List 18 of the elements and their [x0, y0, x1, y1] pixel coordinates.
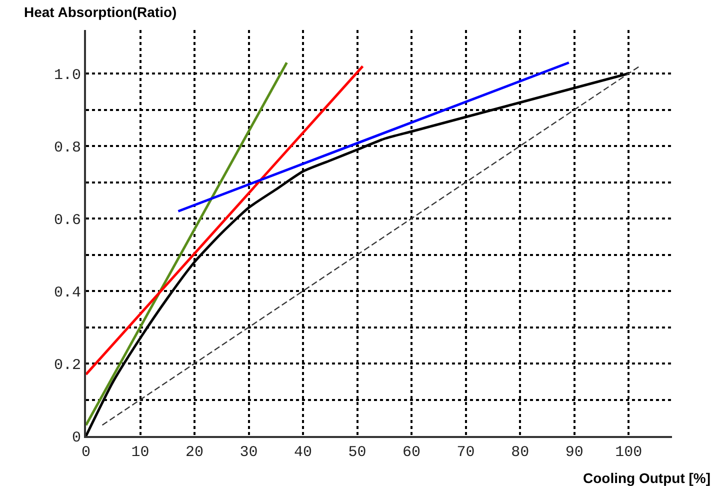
x-tick-label: 50: [348, 444, 366, 461]
y-tick-label: 0: [72, 429, 81, 446]
y-tick-label: 0.6: [54, 212, 81, 229]
x-tick-label: 90: [565, 444, 584, 461]
x-tick-label: 10: [131, 444, 150, 461]
x-axis-title: Cooling Output [%]: [583, 470, 711, 486]
x-tick-label: 20: [186, 444, 204, 461]
y-tick-label: 1.0: [54, 66, 81, 84]
x-tick-label: 40: [294, 444, 312, 461]
y-tick-label: 0.8: [54, 139, 81, 156]
x-tick-label: 60: [402, 444, 421, 461]
x-tick-label: 70: [456, 444, 475, 461]
x-tick-label: 30: [240, 444, 258, 461]
x-tick-label: 100: [615, 444, 642, 461]
y-tick-label: 0.4: [54, 284, 81, 302]
y-axis-title: Heat Absorption(Ratio): [24, 4, 177, 20]
y-tick-label: 0.2: [54, 356, 81, 374]
x-tick-label: 80: [511, 444, 530, 461]
